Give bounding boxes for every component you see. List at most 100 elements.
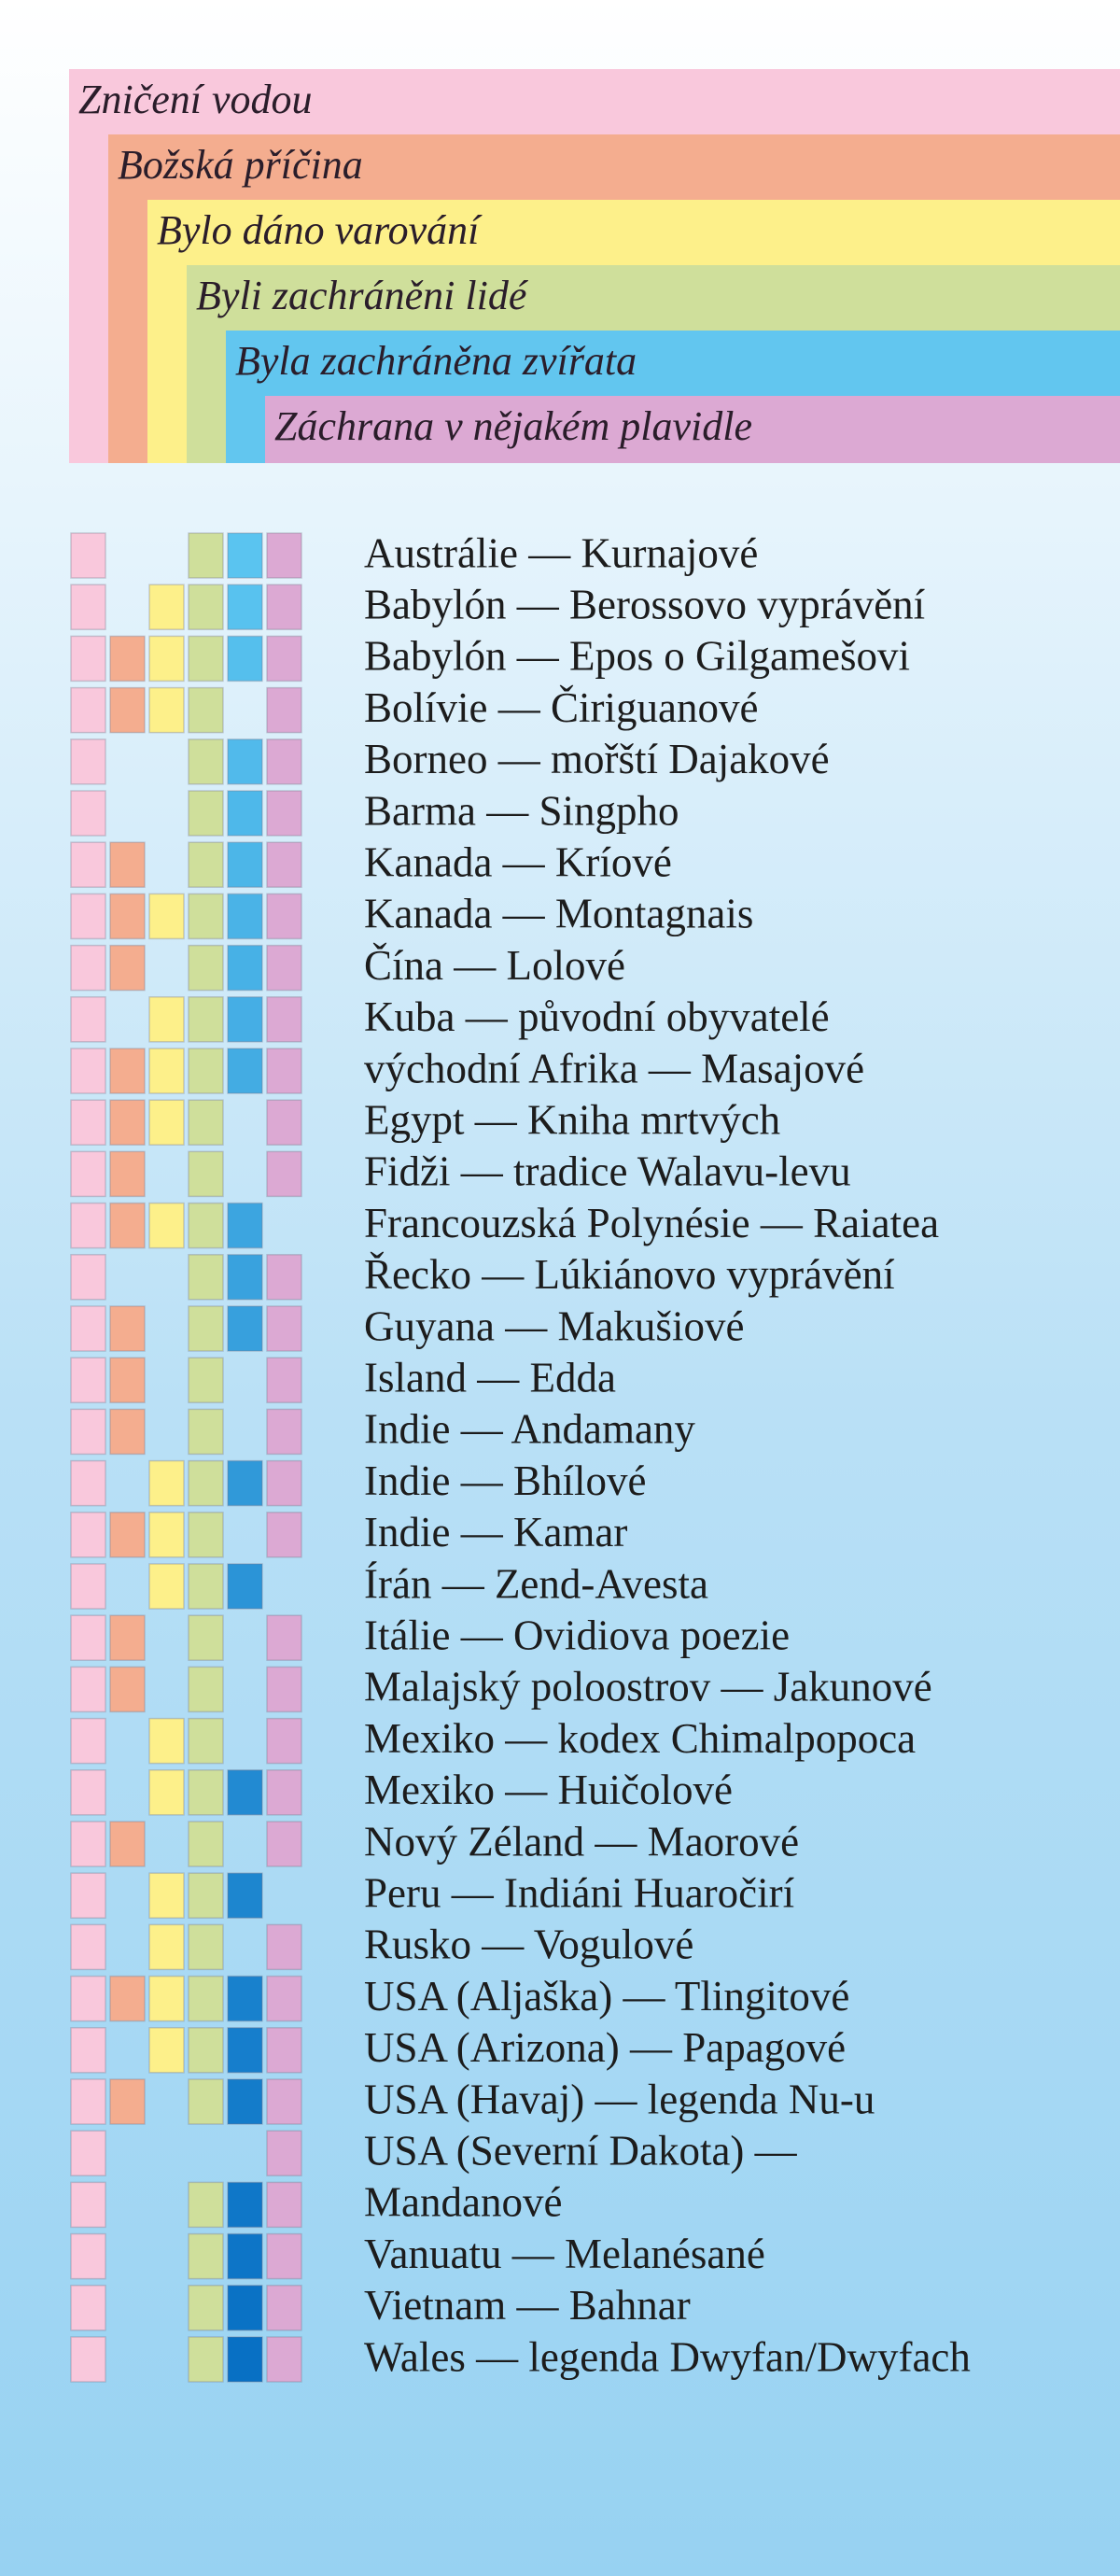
row-label: Indie — Andamany (364, 1406, 695, 1453)
presence-cell (188, 1614, 224, 1661)
presence-cell (227, 2232, 263, 2280)
row-label: Itálie — Ovidiova poezie (364, 1612, 790, 1659)
presence-cell (188, 1872, 224, 1919)
presence-cell (266, 790, 302, 837)
presence-cell (70, 2078, 106, 2125)
presence-cell (148, 893, 185, 940)
presence-cell (188, 1563, 224, 1610)
presence-cell (70, 841, 106, 888)
presence-cell (70, 2232, 106, 2280)
presence-cell (148, 1459, 185, 1507)
presence-cell (148, 686, 185, 734)
presence-cell (188, 2027, 224, 2074)
presence-cell (227, 1305, 263, 1352)
presence-cell (266, 1717, 302, 1765)
category-band (265, 396, 1120, 463)
presence-cell (148, 1563, 185, 1610)
presence-cell (70, 790, 106, 837)
presence-cell (70, 1048, 106, 1094)
presence-cell (188, 1408, 224, 1456)
presence-cell (109, 1150, 146, 1198)
presence-cell (70, 1614, 106, 1661)
presence-cell (227, 1048, 263, 1094)
presence-cell (188, 532, 224, 579)
presence-cell (227, 2027, 263, 2074)
presence-cell (148, 1512, 185, 1558)
presence-cell (188, 1099, 224, 1146)
presence-cell (109, 893, 146, 940)
presence-cell (188, 2232, 224, 2280)
row-label: Bolívie — Čiriguanové (364, 684, 758, 731)
row-label: Řecko — Lúkiánovo vyprávění (364, 1251, 895, 1298)
row-label: Austrálie — Kurnajové (364, 529, 758, 576)
presence-cell (109, 1975, 146, 2022)
presence-cell (109, 635, 146, 683)
presence-cell (188, 1821, 224, 1867)
presence-cell (109, 1614, 146, 1661)
presence-cell (266, 1512, 302, 1558)
presence-cell (227, 996, 263, 1043)
row-label: Egypt — Kniha mrtvých (364, 1097, 780, 1144)
presence-cell (109, 1305, 146, 1352)
presence-cell (188, 2285, 224, 2331)
row-label: Čína — Lolové (364, 942, 625, 989)
presence-cell (70, 1975, 106, 2022)
presence-cell (227, 1975, 263, 2022)
presence-cell (70, 1872, 106, 1919)
presence-cell (188, 1459, 224, 1507)
presence-cell (266, 944, 302, 992)
presence-cell (266, 1769, 302, 1816)
presence-cell (188, 893, 224, 940)
row-label: USA (Havaj) — legenda Nu-u (364, 2076, 875, 2122)
category-label: Božská příčina (118, 142, 363, 188)
presence-cell (188, 2078, 224, 2125)
presence-cell (266, 1305, 302, 1352)
category-label: Byli zachráněni lidé (196, 273, 529, 318)
presence-cell (70, 1923, 106, 1971)
presence-cell (227, 893, 263, 940)
presence-cell (266, 1099, 302, 1146)
presence-cell (266, 2078, 302, 2125)
presence-cell (70, 686, 106, 734)
presence-cell (266, 2130, 302, 2176)
row-label: Indie — Bhílové (364, 1457, 646, 1504)
presence-cell (227, 1769, 263, 1816)
presence-cell (227, 1459, 263, 1507)
presence-cell (227, 1872, 263, 1919)
presence-cell (109, 1202, 146, 1249)
row-label: USA (Severní Dakota) — (364, 2128, 798, 2175)
presence-cell (227, 1563, 263, 1610)
row-label: Indie — Kamar (364, 1509, 627, 1555)
presence-cell (227, 532, 263, 579)
presence-cell (227, 790, 263, 837)
presence-cell (109, 1408, 146, 1456)
presence-cell (188, 2181, 224, 2229)
presence-cell (266, 532, 302, 579)
presence-cell (148, 1717, 185, 1765)
presence-cell (70, 2181, 106, 2229)
presence-cell (227, 1202, 263, 1249)
presence-cell (70, 1563, 106, 1610)
presence-cell (70, 1099, 106, 1146)
row-label: Babylón — Epos o Gilgamešovi (364, 633, 910, 680)
presence-cell (266, 1150, 302, 1198)
presence-cell (227, 2336, 263, 2383)
presence-cell (70, 532, 106, 579)
presence-cell (188, 944, 224, 992)
row-label: Vanuatu — Melanésané (364, 2231, 765, 2277)
presence-cell (266, 1408, 302, 1456)
presence-cell (188, 1357, 224, 1403)
presence-cell (227, 944, 263, 992)
row-label: Island — Edda (364, 1355, 616, 1401)
presence-cell (70, 2027, 106, 2074)
presence-cell (266, 1821, 302, 1867)
presence-cell (188, 1975, 224, 2022)
presence-cell (266, 1975, 302, 2022)
presence-cell (109, 2078, 146, 2125)
presence-cell (266, 1048, 302, 1094)
presence-cell (227, 2078, 263, 2125)
presence-cell (70, 1202, 106, 1249)
presence-cell (227, 841, 263, 888)
presence-cell (70, 2130, 106, 2176)
